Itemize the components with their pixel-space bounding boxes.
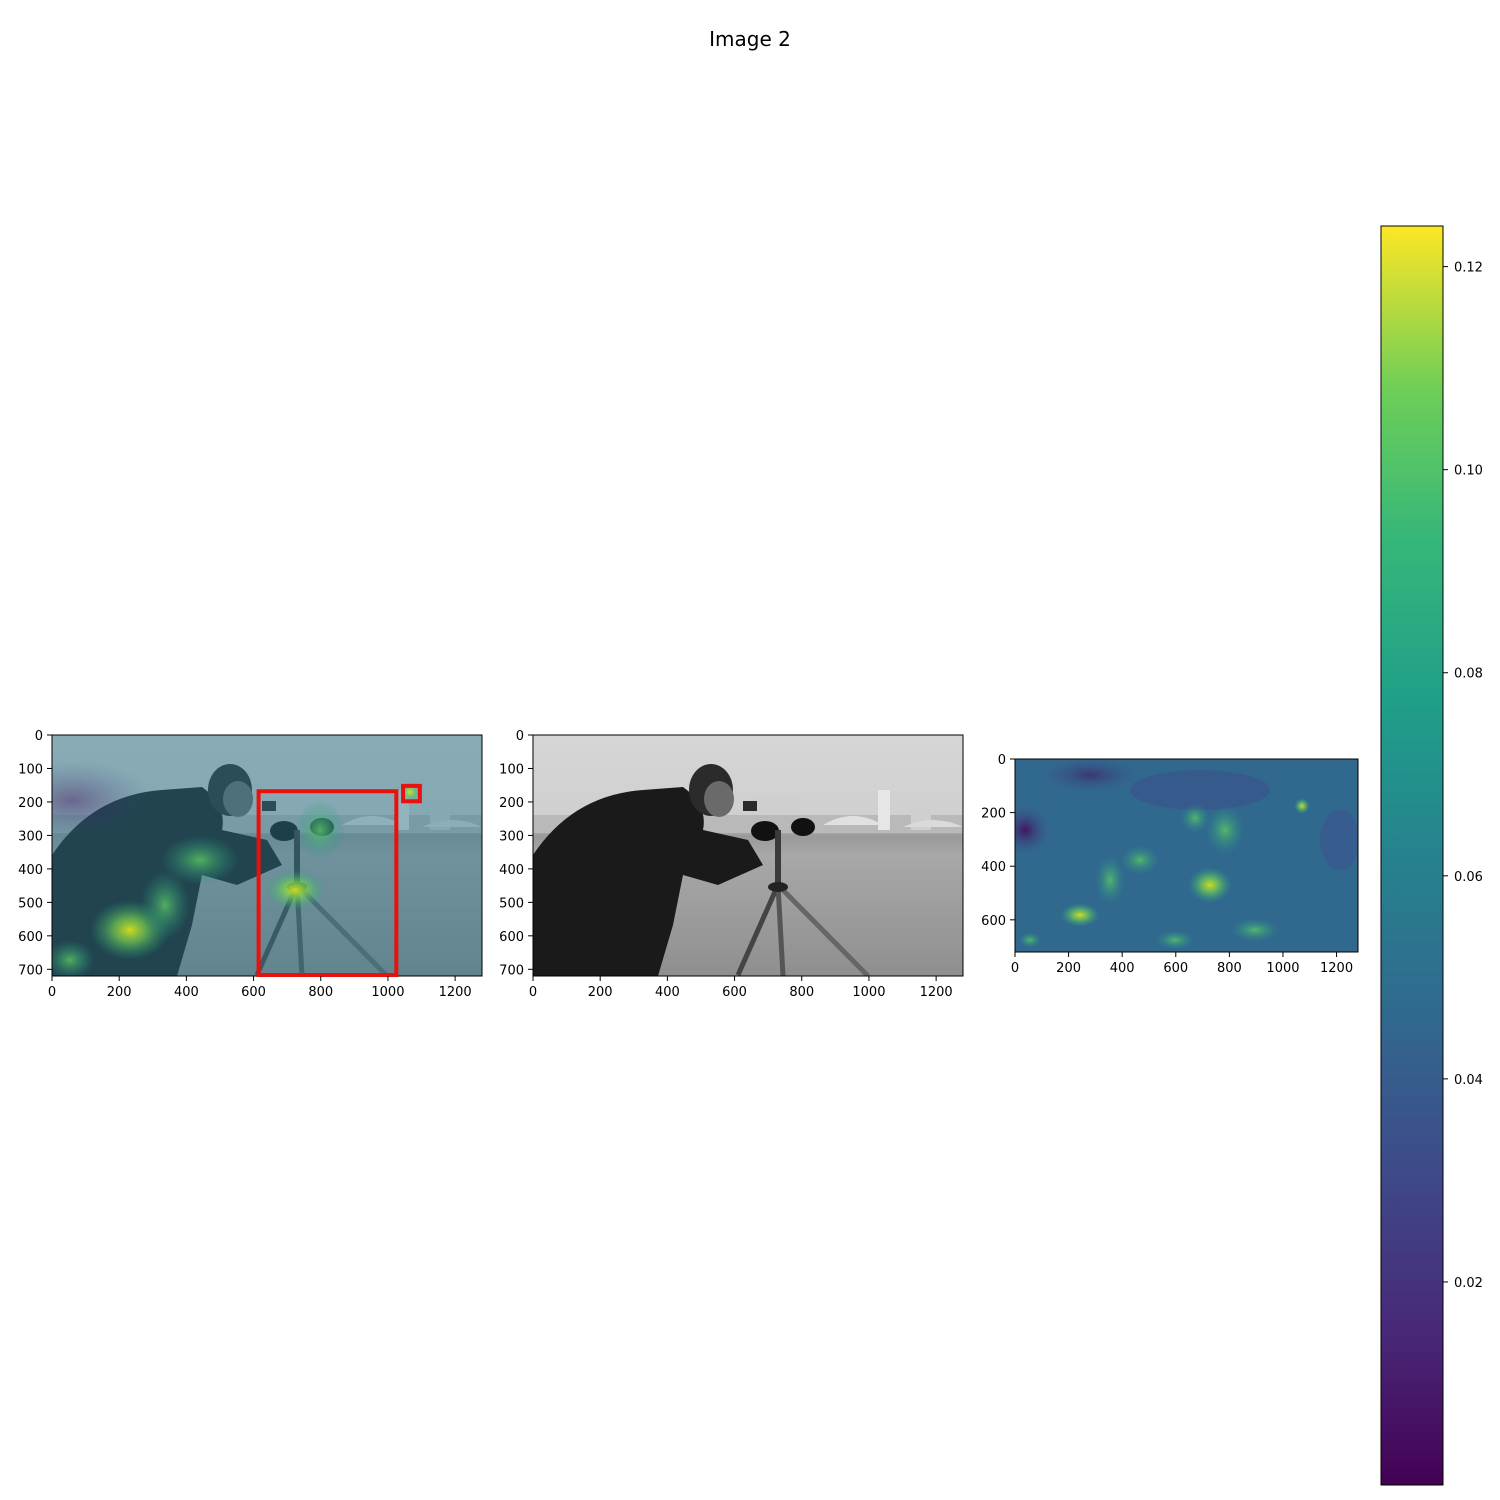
grayscale-ytick-label: 0 bbox=[516, 729, 524, 744]
panel-grayscale: 0 200 400 600 800 1000 1200 0 100 200 300 400 500 600… bbox=[499, 729, 964, 1000]
overlay-xtick-label: 1000 bbox=[371, 985, 404, 1000]
overlay-ytick-label: 700 bbox=[18, 963, 43, 978]
grayscale-xtick-label: 200 bbox=[588, 985, 613, 1000]
saliency-image bbox=[1015, 759, 1358, 952]
saliency-ytick-label: 400 bbox=[981, 860, 1006, 875]
detection-box bbox=[401, 783, 422, 804]
saliency-xtick-label: 400 bbox=[1110, 961, 1135, 976]
overlay-xtick-label: 0 bbox=[48, 985, 56, 1000]
colorbar-tick-label: 0.06 bbox=[1454, 870, 1483, 885]
overlay-ytick-label: 100 bbox=[18, 762, 43, 777]
saliency-xtick-label: 600 bbox=[1163, 961, 1188, 976]
overlay-image bbox=[52, 735, 482, 976]
saliency-ytick-label: 200 bbox=[981, 807, 1006, 822]
grayscale-ytick-label: 200 bbox=[499, 796, 524, 811]
grayscale-ytick-label: 500 bbox=[499, 896, 524, 911]
overlay-ytick-label: 500 bbox=[18, 896, 43, 911]
overlay-xtick-label: 200 bbox=[107, 985, 132, 1000]
grayscale-xtick-label: 400 bbox=[655, 985, 680, 1000]
grayscale-xtick-label: 0 bbox=[529, 985, 537, 1000]
overlay-ytick-label: 200 bbox=[18, 796, 43, 811]
colorbar-ticks: 0.02 0.04 0.06 0.08 0.10 0.12 bbox=[1443, 261, 1483, 1291]
grayscale-ytick-label: 700 bbox=[499, 963, 524, 978]
panel-overlay: 0 200 400 600 800 1000 1200 0 100 200 300 400 500 600… bbox=[18, 729, 483, 1000]
overlay-xtick-label: 400 bbox=[174, 985, 199, 1000]
overlay-xtick-label: 600 bbox=[241, 985, 266, 1000]
saliency-xtick-label: 1000 bbox=[1266, 961, 1299, 976]
saliency-ytick-label: 600 bbox=[981, 914, 1006, 929]
detection-box bbox=[256, 789, 399, 977]
detection-boxes bbox=[256, 783, 422, 977]
colorbar: 0.02 0.04 0.06 0.08 0.10 0.12 bbox=[1380, 225, 1483, 1486]
overlay-xtick-label: 800 bbox=[308, 985, 333, 1000]
overlay-axes: 0 200 400 600 800 1000 1200 0 100 200 300 400 500 600… bbox=[18, 729, 472, 1000]
colorbar-tick-label: 0.08 bbox=[1454, 667, 1483, 682]
saliency-xtick-label: 200 bbox=[1056, 961, 1081, 976]
overlay-ytick-label: 600 bbox=[18, 930, 43, 945]
colorbar-gradient bbox=[1381, 226, 1443, 1485]
grayscale-axes: 0 200 400 600 800 1000 1200 0 100 200 300 400 500 600… bbox=[499, 729, 953, 1000]
saliency-axes: 0 200 400 600 800 1000 1200 0 200 400 600 bbox=[981, 753, 1353, 976]
saliency-xtick-label: 800 bbox=[1217, 961, 1242, 976]
overlay-ytick-label: 0 bbox=[35, 729, 43, 744]
colorbar-tick-label: 0.10 bbox=[1454, 464, 1483, 479]
grayscale-xtick-label: 600 bbox=[722, 985, 747, 1000]
grayscale-ytick-label: 600 bbox=[499, 930, 524, 945]
colorbar-tick-label: 0.12 bbox=[1454, 261, 1483, 276]
grayscale-xtick-label: 1200 bbox=[920, 985, 953, 1000]
grayscale-ytick-label: 400 bbox=[499, 863, 524, 878]
overlay-xtick-label: 1200 bbox=[439, 985, 472, 1000]
grayscale-ytick-label: 100 bbox=[499, 762, 524, 777]
grayscale-image bbox=[533, 735, 963, 976]
overlay-ytick-label: 300 bbox=[18, 829, 43, 844]
saliency-ytick-label: 0 bbox=[998, 753, 1006, 768]
panel-saliency: 0 200 400 600 800 1000 1200 0 200 400 600 bbox=[981, 753, 1359, 976]
saliency-xtick-label: 1200 bbox=[1320, 961, 1353, 976]
colorbar-tick-label: 0.04 bbox=[1454, 1073, 1483, 1088]
saliency-xtick-label: 0 bbox=[1011, 961, 1019, 976]
figure-title: Image 2 bbox=[709, 27, 791, 51]
grayscale-ytick-label: 300 bbox=[499, 829, 524, 844]
overlay-ytick-label: 400 bbox=[18, 863, 43, 878]
colorbar-tick-label: 0.02 bbox=[1454, 1276, 1483, 1291]
grayscale-xtick-label: 800 bbox=[789, 985, 814, 1000]
grayscale-xtick-label: 1000 bbox=[852, 985, 885, 1000]
